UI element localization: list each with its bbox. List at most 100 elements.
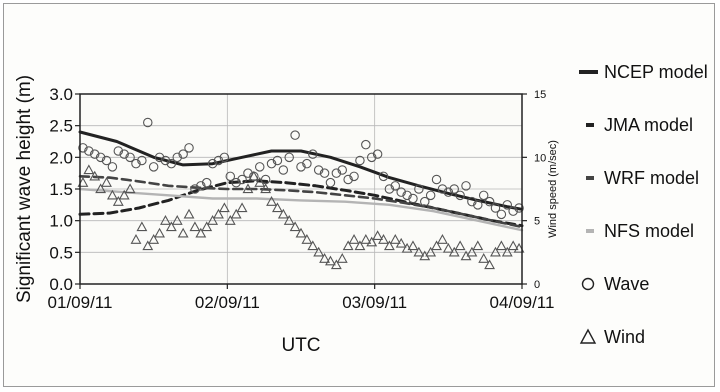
- wind-point: [395, 237, 407, 248]
- wind-point: [383, 240, 395, 251]
- y-axis-label: Significant wave height (m): [14, 75, 35, 303]
- wind-point: [472, 240, 484, 251]
- wave-point: [178, 149, 188, 159]
- wave-point: [272, 155, 283, 166]
- wave-point: [396, 187, 406, 197]
- wave-point: [125, 152, 135, 163]
- x-axis-ticks: 01/09/11 02/09/11 03/09/11 04/09/11: [48, 284, 555, 312]
- wave-point: [296, 162, 306, 172]
- wave-point: [337, 165, 348, 175]
- wave-point: [378, 171, 389, 182]
- wind-point: [289, 221, 301, 232]
- legend-swatch: [579, 328, 597, 344]
- wave-point: [514, 203, 524, 213]
- wave-point: [213, 155, 224, 166]
- wave-point: [308, 149, 318, 159]
- wind-point: [83, 164, 95, 175]
- wind-point: [372, 230, 384, 241]
- wave-point: [95, 152, 106, 163]
- wind-point: [425, 246, 437, 257]
- wind-point: [154, 227, 165, 238]
- wave-point: [490, 203, 501, 213]
- legend: NCEP model JMA model WRF model NFS model Wav…: [579, 62, 708, 347]
- wind-point: [366, 236, 378, 247]
- wind-point: [484, 259, 496, 270]
- wind-point: [260, 183, 272, 194]
- wave-point: [508, 206, 518, 216]
- wind-point: [106, 189, 118, 200]
- wind-point: [277, 208, 289, 219]
- wind-point: [189, 221, 201, 232]
- wind-point: [201, 221, 213, 232]
- y2-axis-ticks: 0 5 10 15: [522, 89, 546, 291]
- x-tick-label: 03/09/11: [342, 293, 407, 312]
- wave-point: [343, 174, 353, 185]
- wind-point: [171, 215, 183, 225]
- wind-point: [136, 221, 148, 232]
- wave-point: [390, 181, 401, 191]
- wave-point: [131, 158, 141, 169]
- wind-point: [313, 246, 325, 257]
- wave-point: [319, 168, 330, 178]
- wave-point: [325, 177, 336, 188]
- wave-point: [184, 143, 194, 153]
- wave-point: [113, 146, 124, 156]
- wave-point: [302, 158, 312, 169]
- wind-point: [218, 202, 230, 213]
- wind-point: [389, 234, 401, 244]
- wind-point: [112, 196, 124, 206]
- y-tick-label: 0.5: [49, 243, 73, 262]
- wind-point: [466, 246, 478, 257]
- x-tick-label: 02/09/11: [195, 293, 260, 312]
- wave-point: [89, 149, 100, 159]
- wave-point: [278, 165, 289, 175]
- wave-point: [467, 196, 477, 207]
- wind-point: [183, 208, 195, 219]
- legend-item: WRF model: [586, 168, 699, 188]
- wave-point: [313, 165, 324, 175]
- wave-point: [425, 190, 436, 201]
- wind-point: [148, 234, 160, 244]
- wave-point: [78, 143, 88, 153]
- legend-label: Wave: [604, 274, 649, 294]
- wave-point: [502, 200, 513, 210]
- x-tick-label: 01/09/11: [48, 293, 113, 312]
- wave-point: [331, 168, 342, 178]
- wave-point: [254, 162, 265, 172]
- wave-point: [143, 117, 153, 128]
- wave-point: [496, 209, 507, 220]
- wind-point: [407, 240, 419, 251]
- wave-point: [231, 177, 241, 188]
- wave-point: [455, 190, 465, 201]
- legend-label: JMA model: [604, 115, 693, 135]
- wave-point: [361, 139, 371, 150]
- wind-point: [207, 215, 219, 225]
- wind-point: [442, 242, 454, 253]
- x-tick-label: 04/09/11: [490, 293, 555, 312]
- y-tick-label: 0.0: [49, 275, 73, 294]
- legend-swatch: [581, 277, 595, 291]
- wave-point: [290, 130, 300, 140]
- wind-point: [495, 240, 507, 251]
- legend-label: NCEP model: [604, 62, 708, 82]
- wave-point: [137, 155, 147, 166]
- wave-point: [84, 146, 94, 156]
- wave-point: [119, 149, 129, 159]
- wind-point: [431, 240, 442, 251]
- wave-point: [154, 152, 165, 163]
- wave-point: [266, 158, 277, 169]
- wind-point: [501, 246, 513, 257]
- y-tick-label: 1.0: [49, 212, 73, 231]
- wind-point: [360, 234, 372, 244]
- wind-point: [454, 240, 466, 251]
- wind-point: [295, 227, 307, 238]
- wave-point: [366, 152, 377, 163]
- wind-point: [236, 202, 248, 213]
- wave-point: [172, 152, 182, 163]
- wave-point: [461, 181, 471, 191]
- x-axis-label: UTC: [281, 335, 320, 356]
- wave-point: [243, 168, 253, 178]
- y2-axis-label: Wind speed (m/sec): [547, 140, 559, 238]
- wind-point: [95, 183, 107, 194]
